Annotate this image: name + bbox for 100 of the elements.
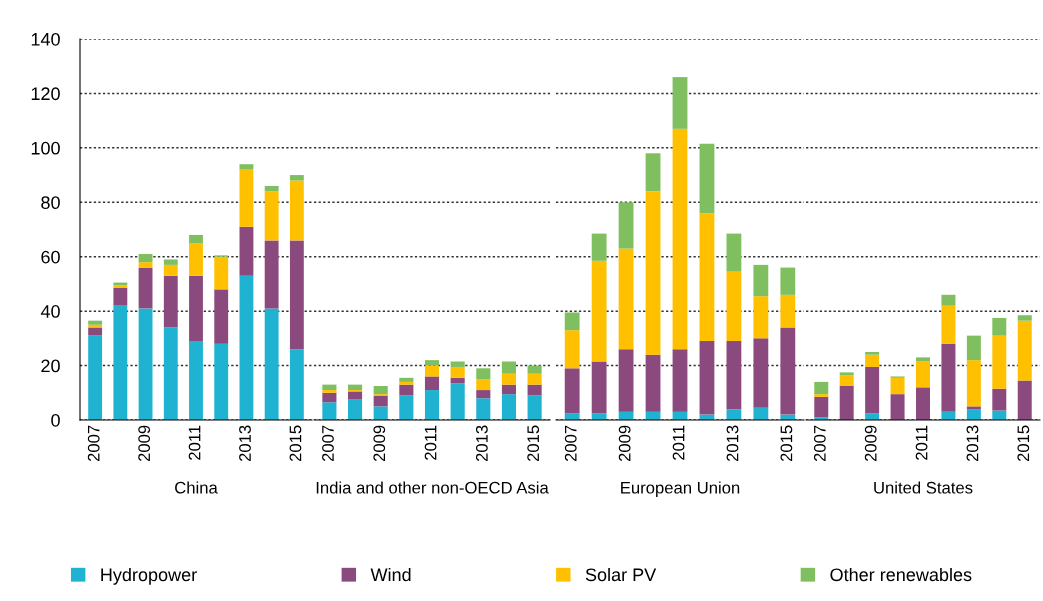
x-tick-label: 2007	[813, 425, 826, 462]
x-tick-label: 2007	[87, 425, 100, 462]
bar	[814, 396, 829, 418]
bar	[1017, 320, 1032, 381]
y-tick-label: 140	[31, 32, 60, 46]
bar	[347, 391, 363, 400]
x-tick-label: 2011	[424, 425, 437, 460]
bar	[373, 406, 388, 420]
bar	[476, 390, 491, 399]
bar	[890, 377, 905, 395]
bar	[189, 243, 203, 276]
bar	[814, 381, 829, 395]
bar	[113, 305, 128, 420]
bar	[814, 394, 829, 397]
x-tick-label: 2011	[188, 425, 201, 460]
bar	[113, 288, 128, 306]
bar	[399, 395, 414, 420]
bar	[501, 361, 517, 374]
bar	[726, 271, 742, 342]
x-tick-label: 2007	[322, 425, 334, 462]
x-tick-label: 2011	[915, 425, 928, 460]
legend-label: Solar PV	[585, 567, 657, 582]
bar	[839, 385, 854, 420]
bar	[527, 373, 542, 385]
x-tick-label: 2013	[966, 425, 979, 462]
bar	[214, 289, 229, 344]
bar	[753, 264, 769, 297]
bar	[264, 308, 279, 420]
y-tick-label: 120	[31, 87, 60, 101]
y-tick-label: 60	[41, 250, 60, 264]
bar	[699, 213, 715, 342]
bar	[726, 233, 742, 272]
bar	[527, 384, 542, 396]
bar	[289, 175, 304, 181]
bar	[966, 360, 981, 407]
bar	[527, 365, 542, 374]
bar	[289, 349, 304, 420]
legend-label: Wind	[370, 567, 411, 582]
x-tick-label: 2015	[289, 425, 302, 462]
x-tick-label: 2013	[475, 425, 488, 462]
bar	[618, 248, 634, 350]
bar	[753, 407, 769, 420]
bar	[941, 343, 956, 412]
bar	[450, 366, 465, 378]
bar	[591, 233, 607, 261]
bar	[564, 312, 580, 331]
bar	[163, 327, 178, 420]
bar	[699, 143, 715, 214]
bar	[88, 335, 103, 420]
bar	[1017, 315, 1032, 321]
bar	[890, 394, 905, 420]
x-tick-label: 2009	[864, 425, 877, 462]
bar	[916, 361, 930, 388]
bar	[753, 296, 769, 339]
legend-label: Hydropower	[101, 567, 197, 585]
bar	[450, 361, 465, 367]
bar	[941, 294, 956, 306]
x-tick-label: 2015	[780, 425, 793, 462]
bar	[322, 384, 337, 391]
bar	[753, 338, 769, 408]
bar	[476, 398, 491, 420]
bar	[347, 399, 363, 420]
bar	[424, 376, 440, 391]
bar	[618, 202, 634, 249]
bar	[289, 180, 304, 241]
bar	[214, 256, 229, 290]
bar	[424, 360, 440, 366]
bar	[992, 335, 1007, 389]
bar	[966, 335, 981, 361]
bar	[672, 128, 688, 350]
bar	[399, 384, 414, 396]
bar	[239, 226, 254, 276]
bar	[645, 354, 661, 412]
bar	[424, 390, 440, 420]
bar	[780, 294, 796, 328]
bar	[839, 372, 854, 376]
bar	[966, 409, 981, 420]
bar	[916, 357, 930, 362]
bar	[780, 267, 796, 295]
bar	[322, 392, 337, 403]
bar	[264, 191, 279, 241]
bar	[88, 320, 103, 325]
bar	[163, 264, 178, 276]
bar	[239, 275, 254, 420]
bar	[476, 368, 491, 380]
x-tick-label: 2009	[373, 425, 386, 462]
bar	[527, 395, 542, 420]
x-tick-label: 2015	[527, 425, 540, 462]
x-tick-label: 2007	[564, 425, 577, 462]
bar	[138, 308, 153, 420]
bar	[189, 234, 203, 244]
bar	[501, 384, 517, 395]
bar	[591, 260, 607, 362]
bar	[618, 349, 634, 412]
x-tick-label: 2013	[239, 425, 251, 462]
bar	[138, 262, 153, 268]
bar	[476, 379, 491, 391]
bar	[992, 388, 1007, 411]
y-tick-label: 40	[40, 305, 60, 318]
bar	[289, 240, 304, 350]
